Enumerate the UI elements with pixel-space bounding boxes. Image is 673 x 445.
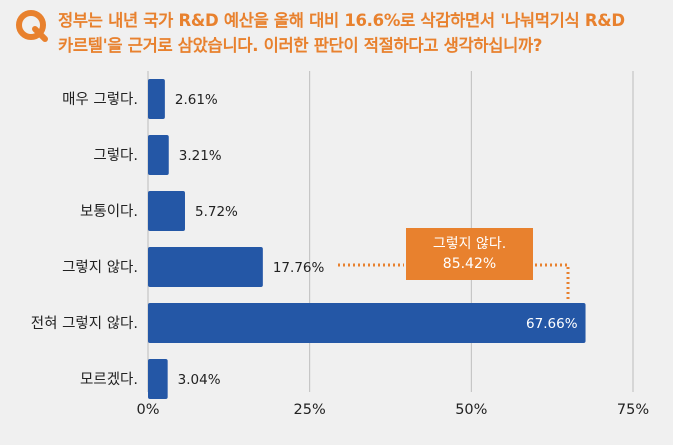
value-label: 3.21%	[179, 148, 222, 164]
value-label: 3.04%	[178, 372, 221, 388]
bar	[148, 135, 169, 175]
callout-connector	[338, 263, 570, 299]
question-line-1: 정부는 내년 국가 R&D 예산을 올해 대비 16.6%로 삭감하면서 '나눠…	[58, 11, 625, 30]
bars	[148, 79, 586, 399]
x-tick-label: 0%	[136, 402, 159, 418]
x-tick-label: 50%	[455, 402, 487, 418]
value-label: 67.66%	[526, 316, 578, 332]
connector-right	[535, 263, 570, 299]
category-label: 보통이다.	[80, 203, 138, 220]
grid	[147, 71, 634, 392]
brand-logo	[16, 10, 48, 42]
bar	[148, 303, 586, 343]
bar	[148, 79, 165, 119]
bar	[148, 191, 185, 231]
x-tick-label: 75%	[617, 402, 649, 418]
callout-label: 그렇지 않다.	[432, 236, 507, 252]
category-label: 매우 그렇다.	[62, 91, 138, 108]
value-label: 2.61%	[175, 92, 218, 108]
category-label: 그렇지 않다.	[62, 259, 138, 276]
callout-value: 85.42%	[442, 256, 497, 272]
value-label: 17.76%	[273, 260, 325, 276]
value-label: 5.72%	[195, 204, 238, 220]
question-title: 정부는 내년 국가 R&D 예산을 올해 대비 16.6%로 삭감하면서 '나눠…	[58, 8, 663, 58]
category-label: 모르겠다.	[80, 371, 138, 388]
callout-box: 그렇지 않다. 85.42%	[406, 228, 533, 280]
category-label: 그렇다.	[93, 147, 138, 164]
category-label: 전혀 그렇지 않다.	[31, 315, 138, 332]
x-tick-label: 25%	[294, 402, 326, 418]
question-line-2: 카르텔'을 근거로 삼았습니다. 이러한 판단이 적절하다고 생각하십니까?	[58, 36, 543, 55]
bar	[148, 359, 168, 399]
bar	[148, 247, 263, 287]
labels: 0% 25% 50% 75% 매우 그렇다. 2.61% 그렇다. 3.21% 보통이다. 5.7…	[31, 91, 649, 418]
